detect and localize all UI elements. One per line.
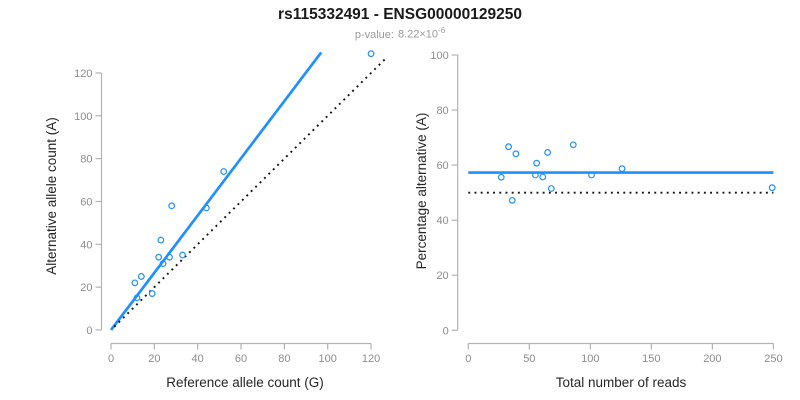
fitted-allelic-ratio-line — [109, 51, 323, 331]
y-tick-label: 40 — [80, 239, 92, 251]
data-point — [179, 251, 186, 259]
data-point — [155, 253, 163, 261]
pvalue-value: 8.22×10 — [397, 28, 439, 41]
data-point — [532, 171, 539, 179]
x-tick-label: 100 — [581, 353, 599, 365]
data-point — [539, 173, 547, 181]
x-tick-label: 40 — [192, 353, 204, 365]
y-tick-label: 20 — [436, 270, 448, 282]
data-point — [166, 253, 173, 261]
x-tick-label: 50 — [523, 353, 535, 365]
y-tick-label: 0 — [443, 325, 449, 337]
identity-line — [113, 57, 387, 328]
x-tick-label: 20 — [148, 353, 160, 365]
y-tick-label: 100 — [74, 111, 92, 123]
y-tick-label: 40 — [436, 215, 448, 227]
x-axis-title: Total number of reads — [556, 375, 687, 390]
data-point — [512, 150, 520, 158]
data-point — [220, 168, 228, 175]
scatter-percentage-vs-reads: 0 20 40 60 80 100 0 50 100 150 200 250 Total number … — [414, 50, 783, 390]
data-point — [544, 149, 552, 156]
y-tick-label: 20 — [80, 282, 92, 294]
x-tick-label: 0 — [465, 353, 471, 365]
x-axis-title: Reference allele count (G) — [166, 375, 324, 390]
x-tick-label: 150 — [642, 353, 660, 365]
x-tick-label: 120 — [362, 353, 380, 365]
data-point — [202, 204, 210, 212]
data-point — [569, 141, 577, 149]
x-tick-label: 200 — [703, 353, 721, 365]
scatter-allele-counts: 0 20 40 60 80 100 120 0 20 40 60 80 100 120 Reference … — [44, 50, 387, 390]
figure-header: rs115332491 - ENSG00000129250 p-value: 8.… — [0, 6, 800, 42]
y-tick-label: 80 — [80, 154, 92, 166]
data-point — [157, 236, 165, 244]
data-point — [533, 159, 541, 167]
data-point — [508, 196, 516, 204]
data-point — [505, 143, 512, 151]
data-point — [159, 260, 167, 267]
y-tick-label: 120 — [74, 68, 92, 80]
data-point — [497, 173, 505, 181]
pvalue-exponent: -6 — [438, 26, 446, 35]
data-point — [133, 294, 141, 302]
x-tick-label: 100 — [319, 353, 337, 365]
x-tick-label: 250 — [764, 353, 782, 365]
data-point — [588, 171, 595, 179]
data-point — [367, 50, 375, 58]
y-tick-label: 0 — [86, 325, 92, 337]
pvalue-label: p-value: — [354, 28, 394, 41]
y-tick-label: 60 — [436, 160, 448, 172]
x-tick-label: 80 — [278, 353, 290, 365]
data-point — [618, 165, 626, 173]
data-point — [168, 202, 176, 210]
y-axis-title: Percentage alternative (A) — [414, 113, 429, 270]
data-point — [137, 273, 145, 280]
data-point — [148, 290, 156, 297]
y-tick-label: 60 — [80, 196, 92, 208]
y-tick-label: 100 — [430, 50, 448, 62]
y-axis-title: Alternative allele count (A) — [44, 117, 59, 275]
figure-subtitle: p-value: 8.22×10-6 — [0, 24, 800, 42]
data-point — [768, 184, 776, 192]
data-point — [131, 279, 139, 287]
x-tick-label: 0 — [108, 353, 114, 365]
y-tick-label: 80 — [436, 105, 448, 117]
figure-title: rs115332491 - ENSG00000129250 — [278, 6, 522, 23]
x-tick-label: 60 — [235, 353, 247, 365]
data-point — [547, 185, 555, 192]
